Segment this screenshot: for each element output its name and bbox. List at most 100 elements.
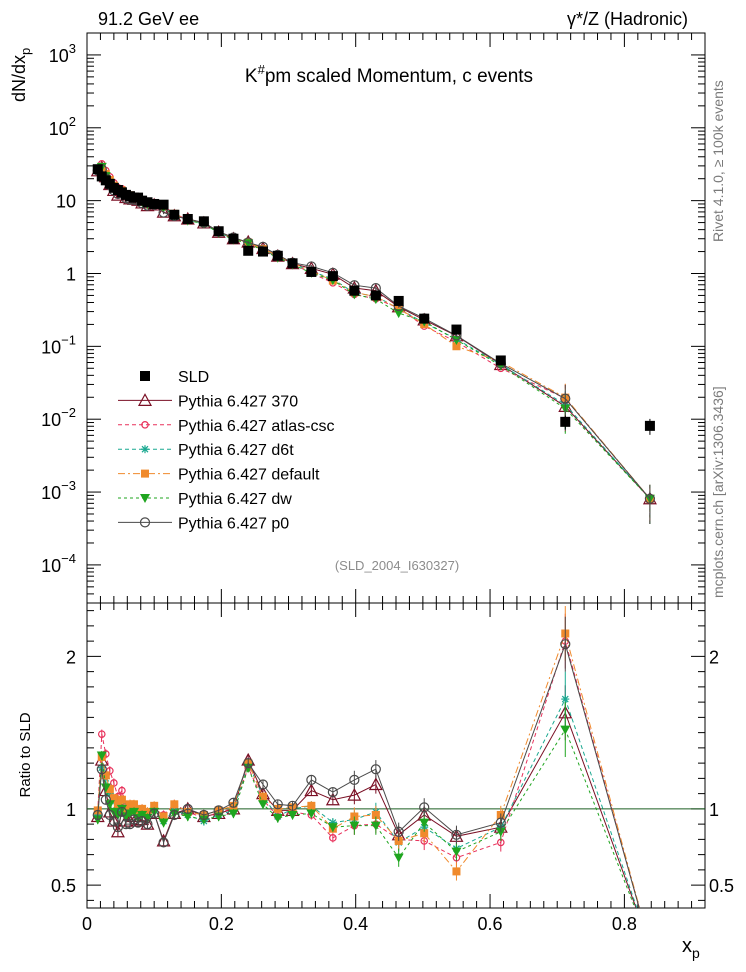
x-axis-label: xp — [682, 935, 700, 961]
ratio-point — [560, 639, 571, 650]
ratio-tick-label-right: 2 — [709, 647, 719, 667]
ratio-point — [257, 800, 268, 810]
ratio-point — [149, 808, 160, 819]
y-tick-label: 102 — [49, 114, 76, 139]
ratio-point — [349, 821, 360, 831]
ratio-point — [213, 805, 224, 816]
ratio-point — [130, 800, 139, 809]
ratio-line-0 — [97, 711, 637, 908]
main-plot-area — [90, 160, 657, 524]
ratio-point — [134, 806, 143, 815]
ratio-point — [371, 810, 380, 819]
x-tick-label: 0.6 — [478, 914, 503, 934]
data-point — [393, 295, 404, 306]
ratio-point — [368, 777, 383, 791]
ratio-point — [104, 800, 115, 810]
ratio-point — [645, 942, 654, 951]
ratio-point — [142, 819, 153, 830]
data-point — [137, 195, 148, 206]
series-point — [394, 304, 403, 313]
data-point — [495, 355, 506, 366]
data-point — [306, 266, 317, 277]
data-point — [327, 271, 338, 282]
ratio-point — [101, 771, 110, 780]
y-tick-label: 1 — [66, 264, 76, 284]
ratio-point — [287, 810, 298, 820]
ratio-point — [100, 783, 111, 793]
ratio-plot-frame — [86, 602, 706, 909]
ratio-point — [117, 795, 126, 804]
y-tick-label: 10 — [56, 192, 76, 212]
ratio-point — [257, 779, 269, 790]
ratio-point — [419, 818, 430, 828]
data-point — [257, 246, 268, 257]
data-point — [158, 199, 169, 210]
legend-label: Pythia 6.427 atlas-csc — [178, 418, 335, 435]
x-tick-label: 0.8 — [612, 914, 637, 934]
mcplots-label: mcplots.cern.ch [arXiv:1306.3436] — [710, 386, 726, 598]
ratio-tick-label-left: 0.5 — [51, 876, 76, 896]
y-tick-label: 10−1 — [41, 332, 76, 357]
chart-title: K#pm scaled Momentum, c events — [245, 62, 533, 87]
ratio-point — [258, 792, 267, 801]
ratio-point — [118, 786, 126, 795]
ratio-point — [646, 942, 654, 950]
ratio-point — [198, 809, 209, 821]
ratio-point — [644, 940, 656, 951]
y-tick-label: 10−3 — [41, 478, 76, 503]
ratio-point — [169, 809, 180, 821]
ratio-point — [495, 827, 506, 837]
x-tick-label: 0 — [82, 914, 92, 934]
ratio-point — [370, 764, 381, 775]
ratio-point — [100, 794, 111, 805]
ratio-point — [228, 809, 239, 819]
ratio-point — [109, 794, 118, 803]
ratio-point — [143, 807, 152, 816]
ratio-point — [306, 809, 317, 819]
ratio-tick-label-right: 0.5 — [709, 876, 734, 896]
ratio-point — [105, 785, 114, 794]
series-point — [393, 309, 404, 319]
data-point — [213, 226, 224, 237]
data-point — [370, 290, 381, 301]
ratio-point — [646, 942, 654, 950]
ratio-point — [420, 829, 429, 838]
ratio-point — [327, 823, 338, 833]
data-point — [142, 197, 153, 208]
ratio-y-axis-label: Ratio to SLD — [17, 712, 34, 797]
legend-label-sld: SLD — [178, 369, 209, 386]
legend-label: Pythia 6.427 dw — [178, 491, 292, 508]
ratio-point — [158, 818, 169, 828]
axis-ticks — [86, 32, 706, 908]
ratio-point — [110, 779, 118, 787]
tick-labels: 0 0.2 0.4 0.6 0.8 10−4 10−3 10−2 10−1 1 10 102 103 0.… — [41, 41, 734, 934]
legend-label: Pythia 6.427 p0 — [178, 515, 289, 532]
ratio-point — [92, 809, 103, 821]
legend-marker — [139, 517, 151, 528]
ratio-point — [112, 810, 123, 820]
ratio-point — [452, 867, 461, 876]
ratio-line-5 — [97, 642, 640, 908]
y-tick-label: 10−2 — [41, 405, 76, 430]
analysis-watermark: (SLD_2004_I630327) — [335, 558, 459, 573]
legend-marker — [141, 445, 149, 454]
ratio-point — [560, 725, 571, 735]
x-tick-label: 0.4 — [343, 914, 368, 934]
legend-marker — [141, 469, 149, 478]
data-point — [182, 213, 193, 224]
rivet-label: Rivet 4.1.0, ≥ 100k events — [710, 80, 726, 242]
legend-marker — [137, 393, 153, 406]
data-point — [243, 245, 254, 256]
ratio-point — [329, 834, 337, 842]
ratio-tick-label-right: 1 — [709, 800, 719, 820]
ratio-point — [306, 774, 317, 786]
ratio-point — [136, 815, 148, 827]
data-point — [419, 313, 430, 324]
ratio-point — [116, 806, 128, 818]
ratio-point — [96, 764, 107, 775]
data-point — [228, 233, 239, 244]
ratio-point — [370, 821, 381, 831]
ratio-point — [243, 758, 254, 769]
ratio-point — [125, 800, 134, 809]
data-point — [92, 164, 103, 175]
